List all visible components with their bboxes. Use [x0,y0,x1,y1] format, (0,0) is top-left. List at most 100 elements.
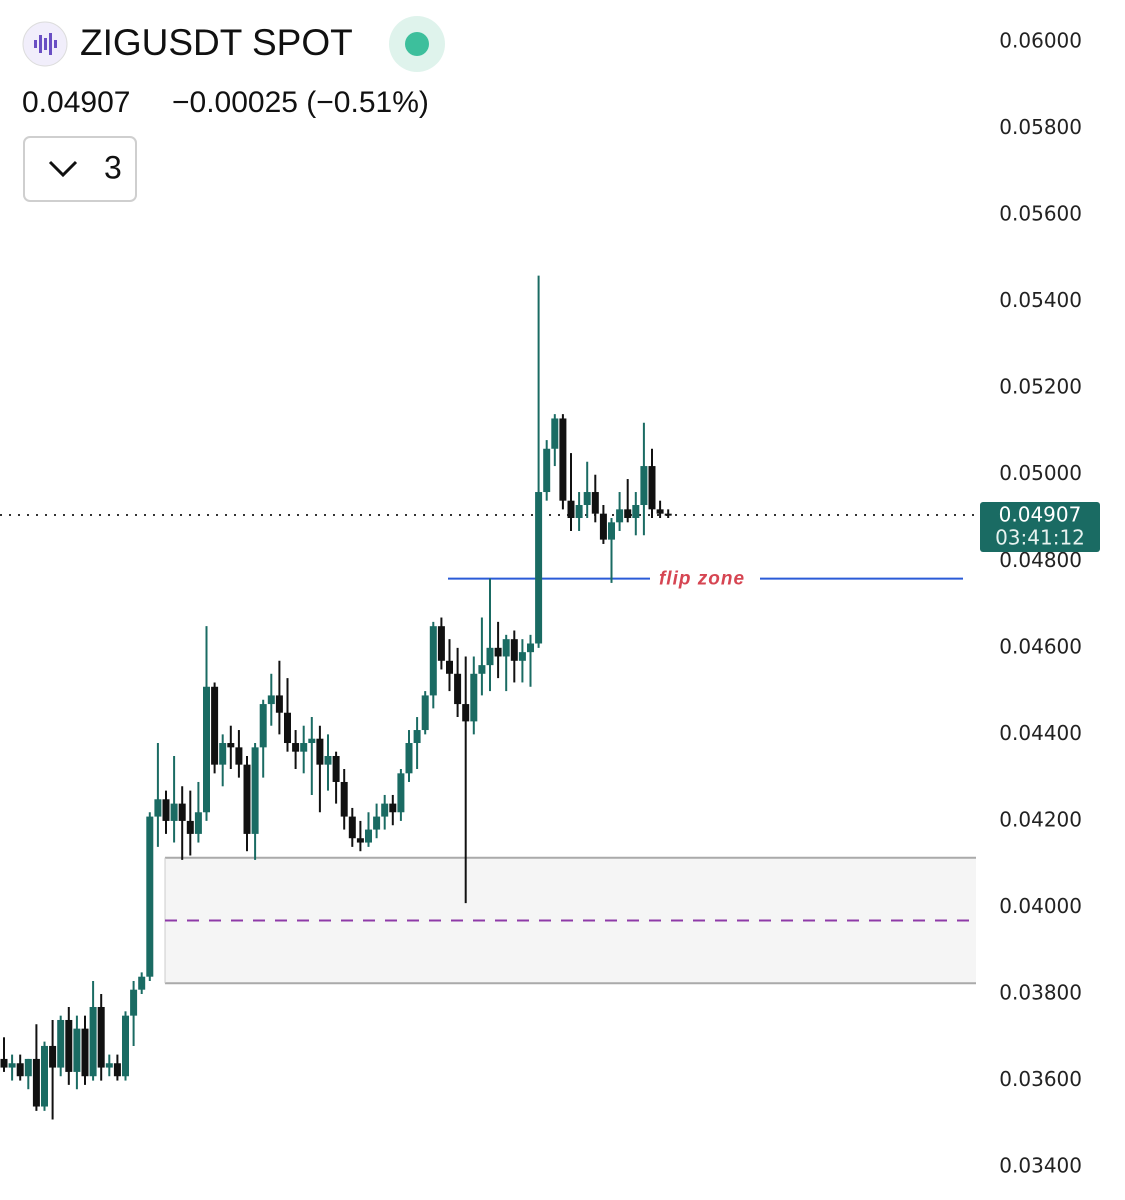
y-tick-label: 0.04200 [999,807,1082,831]
candle-body [535,492,543,644]
y-tick-label: 0.06000 [999,28,1082,52]
y-tick-label: 0.05800 [999,115,1082,139]
candle-body [243,764,251,834]
candle-body [170,803,178,821]
candle-body [397,773,405,813]
candle-body [599,513,607,540]
candle-body [259,704,267,748]
candle-body [162,799,170,821]
candle-body [211,686,219,765]
candle-body [551,418,559,449]
y-tick-label: 0.03600 [999,1067,1082,1091]
candle-body [648,466,656,510]
candle-body [429,626,437,696]
candle-body [235,747,243,765]
candle-body [219,743,227,765]
candle-body [470,673,478,722]
y-tick-label: 0.04400 [999,721,1082,745]
candle-body [308,738,316,744]
candle-body [194,812,202,834]
candle-body [275,695,283,713]
price-tag-value: 0.04907 [999,502,1082,526]
candle-body [608,522,615,540]
candle-body [664,513,672,516]
candle-body [32,1058,40,1107]
candle-body [373,816,381,830]
price-tag [980,501,1100,552]
status-dot [405,32,429,56]
candle-body [130,989,138,1016]
candle-body [267,695,275,705]
candle-body [65,1019,73,1072]
candle-body [73,1028,81,1072]
y-tick-label: 0.05000 [999,461,1082,485]
y-tick-label: 0.05400 [999,288,1082,312]
candle-body [381,803,389,817]
candle-body [502,639,510,657]
candle-body [543,448,551,493]
candle-body [462,704,470,722]
candle-body [316,738,324,765]
flip-zone-label: flip zone [659,569,745,590]
candle-body [97,1006,105,1068]
candle-body [591,492,599,514]
candle-body [575,505,583,518]
y-tick-label: 0.03400 [999,1154,1082,1178]
candle-body [632,505,640,518]
candle-body [284,712,291,744]
candle-body [89,1006,97,1077]
candle-body [251,747,259,834]
last-price: 0.04907 [22,86,130,119]
candle-body [41,1045,48,1107]
candle-body [113,1063,121,1077]
y-tick-label: 0.05200 [999,375,1082,399]
candle-body [49,1045,57,1068]
candle-body [8,1063,16,1068]
candle-body [583,492,591,506]
candle-body [340,781,348,817]
candle-body [624,509,632,518]
chevron-icon[interactable] [48,160,78,178]
y-tick-label: 0.03800 [999,981,1082,1005]
candle-body [138,976,146,990]
candle-body [413,730,421,744]
indicator-count[interactable]: 3 [104,149,122,185]
candle-body [389,803,397,813]
y-tick-label: 0.04600 [999,634,1082,658]
candle-body [421,695,429,731]
candle-body [24,1058,32,1077]
candle-body [446,660,453,674]
candle-body [146,816,154,977]
candle-body [454,673,462,705]
candle-body [178,803,186,821]
candle-body [154,799,162,817]
candle-body [437,626,445,661]
candle-body [616,509,624,523]
indicator-toggle[interactable] [23,136,137,202]
candle-body [486,647,494,666]
candle-body [332,756,340,782]
candle-body [348,816,356,839]
candle-body [640,466,648,506]
y-tick-label: 0.05600 [999,202,1082,226]
candle-body [356,838,364,843]
candle-body [203,686,210,813]
candle-body [57,1019,65,1068]
candle-body [559,418,567,501]
candle-body [0,1058,8,1068]
candle-body [478,665,486,674]
candle-body [324,756,332,765]
candle-body [292,743,300,752]
candle-body [186,820,194,834]
symbol-title: ZIGUSDT SPOT [80,22,353,63]
candle-body [16,1063,24,1077]
candle-body [656,509,664,514]
price-tag-countdown: 03:41:12 [995,525,1085,549]
candle-body [510,639,518,661]
y-tick-label: 0.04000 [999,894,1082,918]
candle-body [518,652,526,661]
candle-body [122,1015,129,1077]
candle-body [567,500,575,518]
candle-body [365,829,372,843]
